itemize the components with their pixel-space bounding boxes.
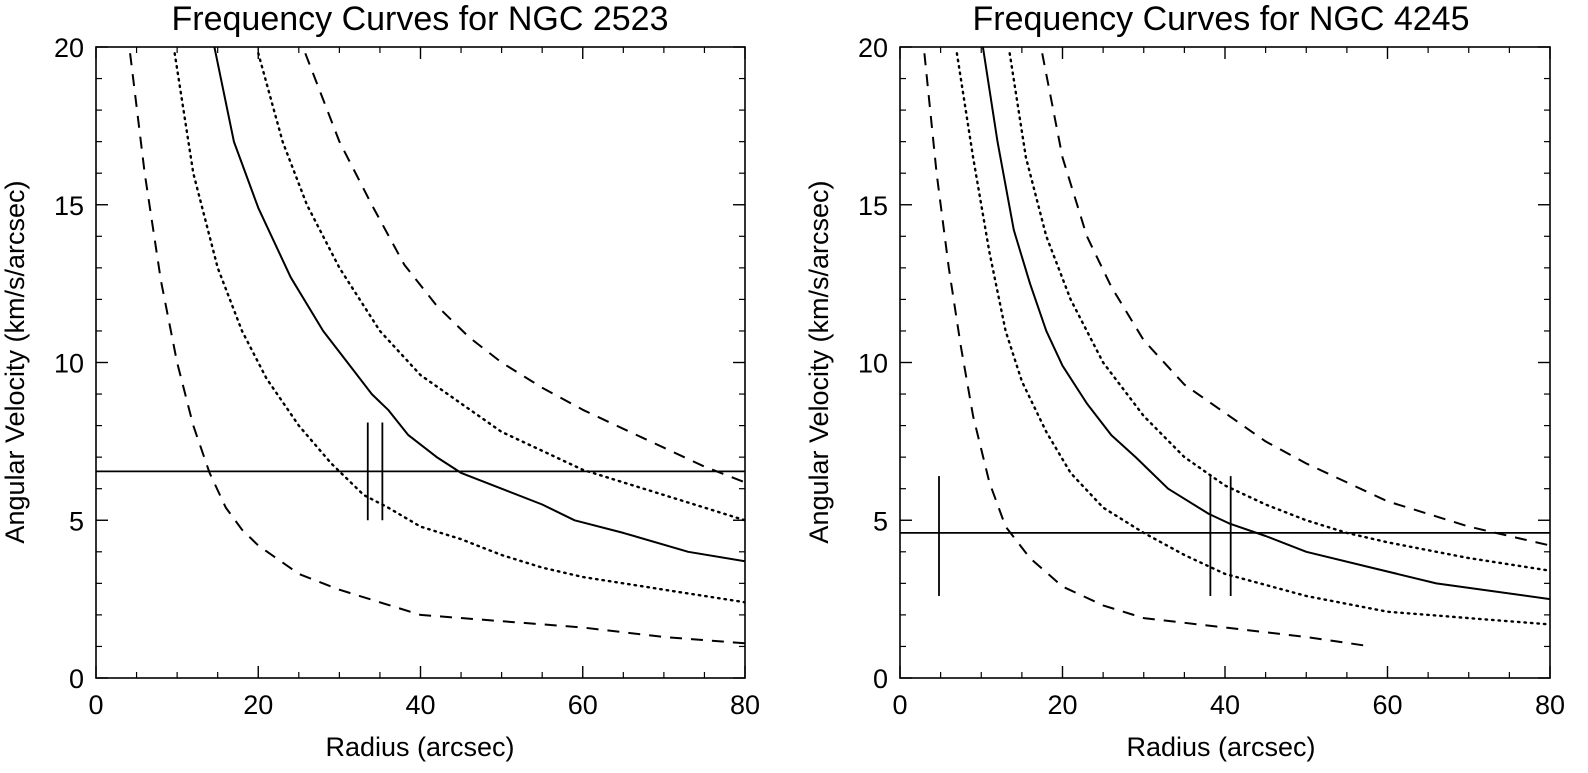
y-tick-label: 5 xyxy=(69,506,84,536)
series-line-dashed xyxy=(304,52,745,484)
series-line-dotted xyxy=(955,52,1550,626)
series-line-dashed xyxy=(923,53,1372,648)
series-line-dotted xyxy=(1008,52,1550,572)
y-tick-label: 15 xyxy=(858,191,888,221)
y-tick-label: 10 xyxy=(858,349,888,379)
x-tick-label: 0 xyxy=(892,690,907,720)
x-tick-label: 20 xyxy=(243,690,273,720)
series-line-solid xyxy=(981,47,1550,601)
series-group xyxy=(129,47,745,645)
chart-panel-ngc4245: Frequency Curves for NGC 4245 Radius (ar… xyxy=(804,0,1565,762)
y-tick-label: 20 xyxy=(858,33,888,63)
y-tick-label: 10 xyxy=(54,349,84,379)
series-line-dotted xyxy=(173,52,745,604)
x-tick-label: 80 xyxy=(730,690,760,720)
x-tick-label: 60 xyxy=(568,690,598,720)
series-line-solid xyxy=(213,47,745,563)
x-tick-label: 80 xyxy=(1535,690,1565,720)
x-tick-label: 20 xyxy=(1047,690,1077,720)
y-axis-label: Angular Velocity (km/s/arcsec) xyxy=(0,180,30,543)
x-tick-label: 0 xyxy=(88,690,103,720)
series-line-dashed xyxy=(1041,53,1550,547)
x-tick-label: 60 xyxy=(1372,690,1402,720)
y-tick-label: 15 xyxy=(54,191,84,221)
chart-title: Frequency Curves for NGC 2523 xyxy=(172,0,669,38)
y-tick-label: 20 xyxy=(54,33,84,63)
series-line-dotted xyxy=(257,52,745,522)
chart-panel-ngc2523: Frequency Curves for NGC 2523 Radius (ar… xyxy=(0,0,760,762)
x-axis-label: Radius (arcsec) xyxy=(1126,732,1315,762)
plot-frame xyxy=(95,46,746,679)
x-axis-label: Radius (arcsec) xyxy=(325,732,514,762)
chart-title: Frequency Curves for NGC 4245 xyxy=(973,0,1470,38)
y-tick-label: 5 xyxy=(873,506,888,536)
x-tick-label: 40 xyxy=(405,690,435,720)
y-tick-label: 0 xyxy=(873,664,888,694)
x-tick-label: 40 xyxy=(1210,690,1240,720)
y-tick-label: 0 xyxy=(69,664,84,694)
y-axis-label: Angular Velocity (km/s/arcsec) xyxy=(804,180,834,543)
series-group xyxy=(923,47,1550,648)
series-line-dashed xyxy=(129,53,745,645)
